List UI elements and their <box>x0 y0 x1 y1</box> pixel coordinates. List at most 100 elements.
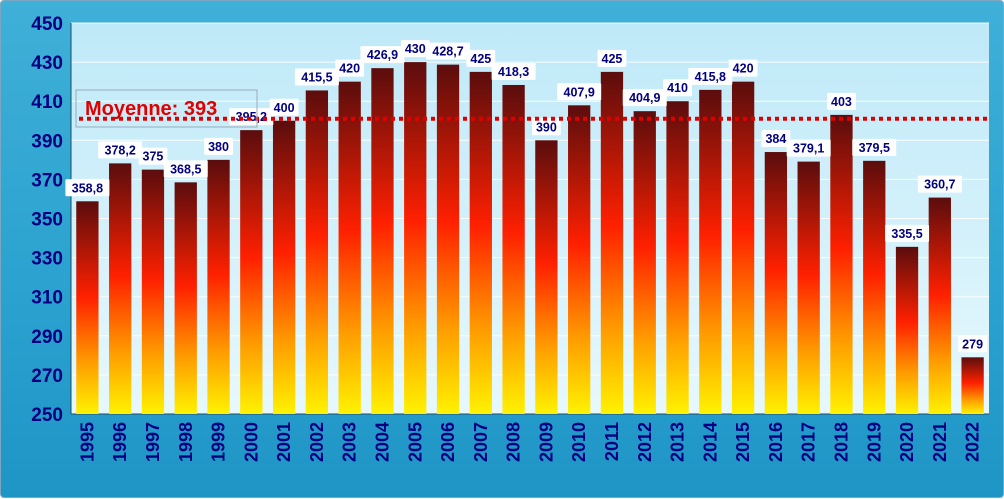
x-tick-label: 1997 <box>143 422 163 462</box>
bar <box>404 62 427 414</box>
x-tick-label: 2008 <box>504 422 524 462</box>
bar <box>174 182 197 414</box>
x-tick-label: 2021 <box>930 422 950 462</box>
x-tick-label: 2000 <box>241 422 261 462</box>
y-tick-label: 450 <box>31 14 63 35</box>
y-tick-label: 370 <box>31 170 63 191</box>
x-tick-label: 2022 <box>963 422 983 462</box>
data-label: 428,7 <box>432 45 463 59</box>
x-tick-label: 2007 <box>471 422 491 462</box>
x-tick-label: 2002 <box>307 422 327 462</box>
x-tick-label: 2014 <box>700 422 720 462</box>
x-tick-label: 2010 <box>569 422 589 462</box>
x-tick-label: 1996 <box>110 422 130 462</box>
data-label-box <box>360 46 405 64</box>
bar <box>568 105 591 415</box>
data-label: 335,5 <box>891 227 922 241</box>
bar <box>666 101 689 414</box>
data-label: 384 <box>765 132 786 146</box>
y-tick-label: 350 <box>31 210 63 231</box>
data-label: 426,9 <box>367 48 398 62</box>
data-label: 375 <box>143 150 164 164</box>
data-label: 368,5 <box>170 162 201 176</box>
y-tick-label: 410 <box>31 92 63 113</box>
bar <box>240 130 263 414</box>
y-tick-label: 330 <box>31 249 63 270</box>
data-label-box <box>557 83 602 101</box>
data-label-box <box>400 40 430 58</box>
mean-label: Moyenne: 393 <box>85 98 217 120</box>
x-tick-label: 2018 <box>831 422 851 462</box>
data-label: 404,9 <box>629 91 660 105</box>
data-label: 407,9 <box>564 85 595 99</box>
data-label-box <box>958 335 988 353</box>
data-label-box <box>852 138 897 156</box>
x-tick-label: 2009 <box>536 422 556 462</box>
x-tick-label: 1995 <box>77 422 97 462</box>
x-tick-label: 2012 <box>635 422 655 462</box>
x-tick-label: 2016 <box>766 422 786 462</box>
data-label: 430 <box>405 42 426 56</box>
data-label-box <box>98 141 143 159</box>
bar <box>928 197 951 414</box>
data-label: 400 <box>274 101 295 115</box>
bar <box>436 64 460 415</box>
data-label: 360,7 <box>924 178 955 192</box>
bar <box>731 81 755 415</box>
y-tick-label: 310 <box>31 288 63 309</box>
x-tick-label: 2020 <box>897 422 917 462</box>
data-label: 425 <box>602 52 623 66</box>
y-tick-label: 430 <box>31 53 63 74</box>
x-tick-label: 2019 <box>864 422 884 462</box>
data-label-box <box>531 118 561 136</box>
value-labels: 358,8 378,2 375 368,5 380 395,2 400 415,5 420 426… <box>65 40 988 353</box>
data-label: 415,5 <box>301 70 332 84</box>
y-tick-label: 270 <box>31 366 63 387</box>
data-label: 425 <box>470 52 491 66</box>
bar <box>272 120 296 414</box>
bar <box>76 201 99 414</box>
data-label-box <box>786 139 831 157</box>
x-tick-label: 2004 <box>372 422 392 462</box>
x-tick-label: 2013 <box>668 422 688 462</box>
data-label-box <box>466 49 496 67</box>
x-tick-label: 2015 <box>733 422 753 462</box>
data-label: 378,2 <box>105 143 136 157</box>
bar <box>633 111 656 414</box>
data-label-box <box>138 147 168 165</box>
data-label: 403 <box>831 95 852 109</box>
x-tick-label: 2017 <box>799 422 819 462</box>
bar <box>502 84 525 414</box>
data-label-box <box>294 68 339 86</box>
data-label-box <box>885 224 930 242</box>
data-label-box <box>269 98 299 116</box>
bar <box>863 160 886 414</box>
bar <box>535 140 558 415</box>
data-label: 380 <box>208 140 229 154</box>
data-label-box <box>761 130 791 148</box>
bar <box>305 90 329 414</box>
data-label-box <box>491 62 536 80</box>
bar <box>699 89 722 415</box>
bar <box>961 357 984 414</box>
data-label-box <box>663 79 692 97</box>
data-label: 379,5 <box>859 141 890 155</box>
bar <box>338 81 361 415</box>
bar <box>600 71 624 414</box>
data-label: 420 <box>733 62 754 76</box>
bar <box>109 163 132 414</box>
data-label-box <box>204 137 233 155</box>
data-label-box <box>728 59 758 77</box>
x-tick-label: 2005 <box>405 422 425 462</box>
data-label-box <box>65 179 110 197</box>
y-tick-label: 390 <box>31 131 63 152</box>
data-label-box <box>335 59 365 77</box>
data-label: 279 <box>962 337 983 351</box>
y-tick-label: 290 <box>31 327 63 348</box>
bar <box>764 152 788 414</box>
x-tick-label: 1998 <box>176 422 196 462</box>
bar <box>207 159 230 414</box>
bar <box>895 246 919 414</box>
